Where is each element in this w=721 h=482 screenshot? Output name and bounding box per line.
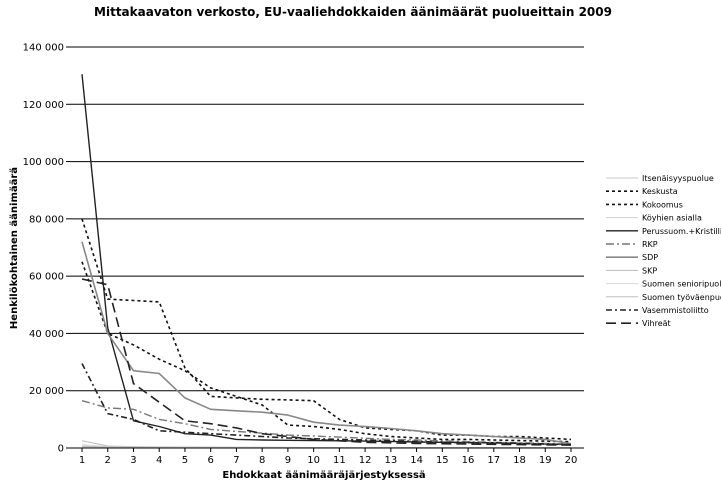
x-tick-label: 13 [384,455,397,466]
x-tick-label: 3 [130,455,136,466]
legend-label: Suomen työväenpuolue [642,293,721,302]
x-tick-label: 10 [307,455,320,466]
series-line-5 [81,74,572,446]
x-tick-label: 15 [436,455,449,466]
x-tick-label: 11 [333,455,346,466]
x-tick-label: 17 [487,455,500,466]
y-axis-ticks: 0 20 000 40 000 60 000 80 000 100 000 120 000 1… [23,43,70,455]
y-tick-label: 0 [58,444,64,455]
y-tick-label: 120 000 [23,100,64,111]
legend-label: Itsenäisyyspuolue [642,174,714,183]
series-line-3 [81,261,572,443]
x-tick-label: 8 [259,455,265,466]
x-tick-label: 1 [79,455,85,466]
x-tick-label: 12 [359,455,372,466]
x-tick-label: 4 [156,455,162,466]
y-tick-label: 80 000 [29,214,64,225]
series-line-7 [81,241,572,445]
legend-label: Vihreät [642,319,671,328]
legend-label: SDP [642,253,658,262]
legend-label: RKP [642,240,658,249]
legend: Itsenäisyyspuolue Keskusta Kokoomus Köyhien… [606,174,721,328]
legend-label: Kokoomus [642,200,683,209]
legend-label: SKP [642,266,657,275]
y-tick-label: 100 000 [23,157,64,168]
x-tick-label: 16 [462,455,475,466]
chart-title: Mittakaavaton verkosto, EU-vaaliehdokkai… [94,5,612,19]
y-tick-label: 40 000 [29,329,64,340]
x-tick-label: 18 [513,455,526,466]
legend-label: Suomen senioripuolue [642,280,721,289]
series-lines [81,74,572,449]
x-axis-label: Ehdokkaat äänimääräjärjestyksessä [222,470,425,481]
legend-label: Perussuom.+Kristilliset [642,227,721,236]
x-axis-ticks: 1 2 3 4 5 6 7 8 9 10 11 12 13 14 15 16 17 18 19 20 [79,448,578,466]
x-tick-label: 7 [233,455,239,466]
x-tick-label: 14 [410,455,423,466]
y-tick-label: 60 000 [29,272,64,283]
series-line-12 [81,278,572,446]
legend-label: Vasemmistoliitto [642,306,709,315]
gridlines [70,46,584,392]
series-line-2 [81,218,572,441]
legend-label: Keskusta [642,187,678,196]
series-line-6 [81,400,572,445]
x-tick-label: 20 [565,455,578,466]
x-tick-label: 9 [285,455,291,466]
x-tick-label: 6 [207,455,213,466]
y-axis-label: Henkilökohtainen äänimäärä [9,167,20,329]
legend-label: Köyhien asialla [642,214,702,223]
y-tick-label: 140 000 [23,43,64,54]
series-line-11 [81,363,572,446]
y-tick-label: 20 000 [29,386,64,397]
x-tick-label: 2 [105,455,111,466]
x-tick-label: 19 [539,455,552,466]
x-tick-label: 5 [182,455,188,466]
